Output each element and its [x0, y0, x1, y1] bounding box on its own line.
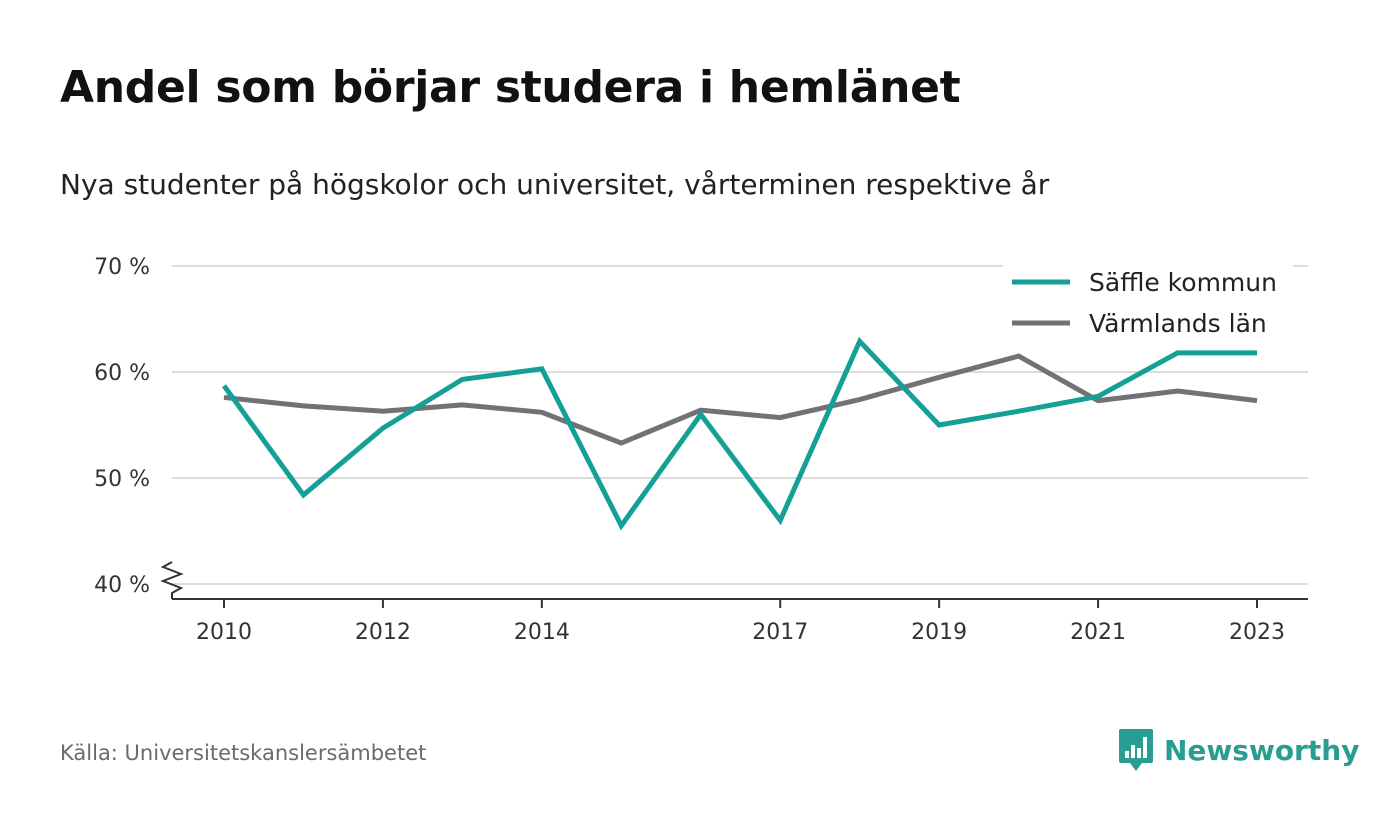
y-axis-break — [160, 561, 184, 599]
x-tick-label: 2014 — [514, 620, 570, 645]
x-tick-label: 2019 — [911, 620, 967, 645]
source-note: Källa: Universitetskanslersämbetet — [60, 741, 427, 765]
legend-label: Värmlands län — [1089, 309, 1267, 338]
y-tick-label: 60 % — [94, 361, 150, 386]
x-tick-label: 2021 — [1070, 620, 1126, 645]
legend: Säffle kommun Värmlands län — [1003, 258, 1293, 350]
brand-name: Newsworthy — [1164, 733, 1360, 767]
y-tick-label: 70 % — [94, 255, 150, 280]
chart-subtitle: Nya studenter på högskolor och universit… — [60, 168, 1050, 201]
bar-chart-speech-bubble-icon — [1119, 729, 1153, 771]
legend-background — [1003, 258, 1293, 350]
chart-title: Andel som börjar studera i hemlänet — [60, 62, 961, 113]
x-tick-label: 2017 — [752, 620, 808, 645]
brand-logo: Newsworthy — [1118, 727, 1359, 773]
series-line — [223, 353, 1258, 446]
series-lines — [221, 336, 1258, 531]
legend-label: Säffle kommun — [1089, 268, 1277, 297]
x-tick-label: 2010 — [196, 620, 252, 645]
y-tick-label: 50 % — [94, 467, 150, 492]
x-axis — [160, 561, 1308, 600]
y-axis-ticks: 40 % 50 % 60 % 70 % — [94, 255, 150, 598]
x-tick-label: 2023 — [1229, 620, 1285, 645]
x-tick-label: 2012 — [355, 620, 411, 645]
series-line — [221, 336, 1257, 531]
x-axis-ticks: 2010 2012 2014 2017 2019 2021 2023 — [196, 599, 1285, 645]
y-tick-label: 40 % — [94, 573, 150, 598]
